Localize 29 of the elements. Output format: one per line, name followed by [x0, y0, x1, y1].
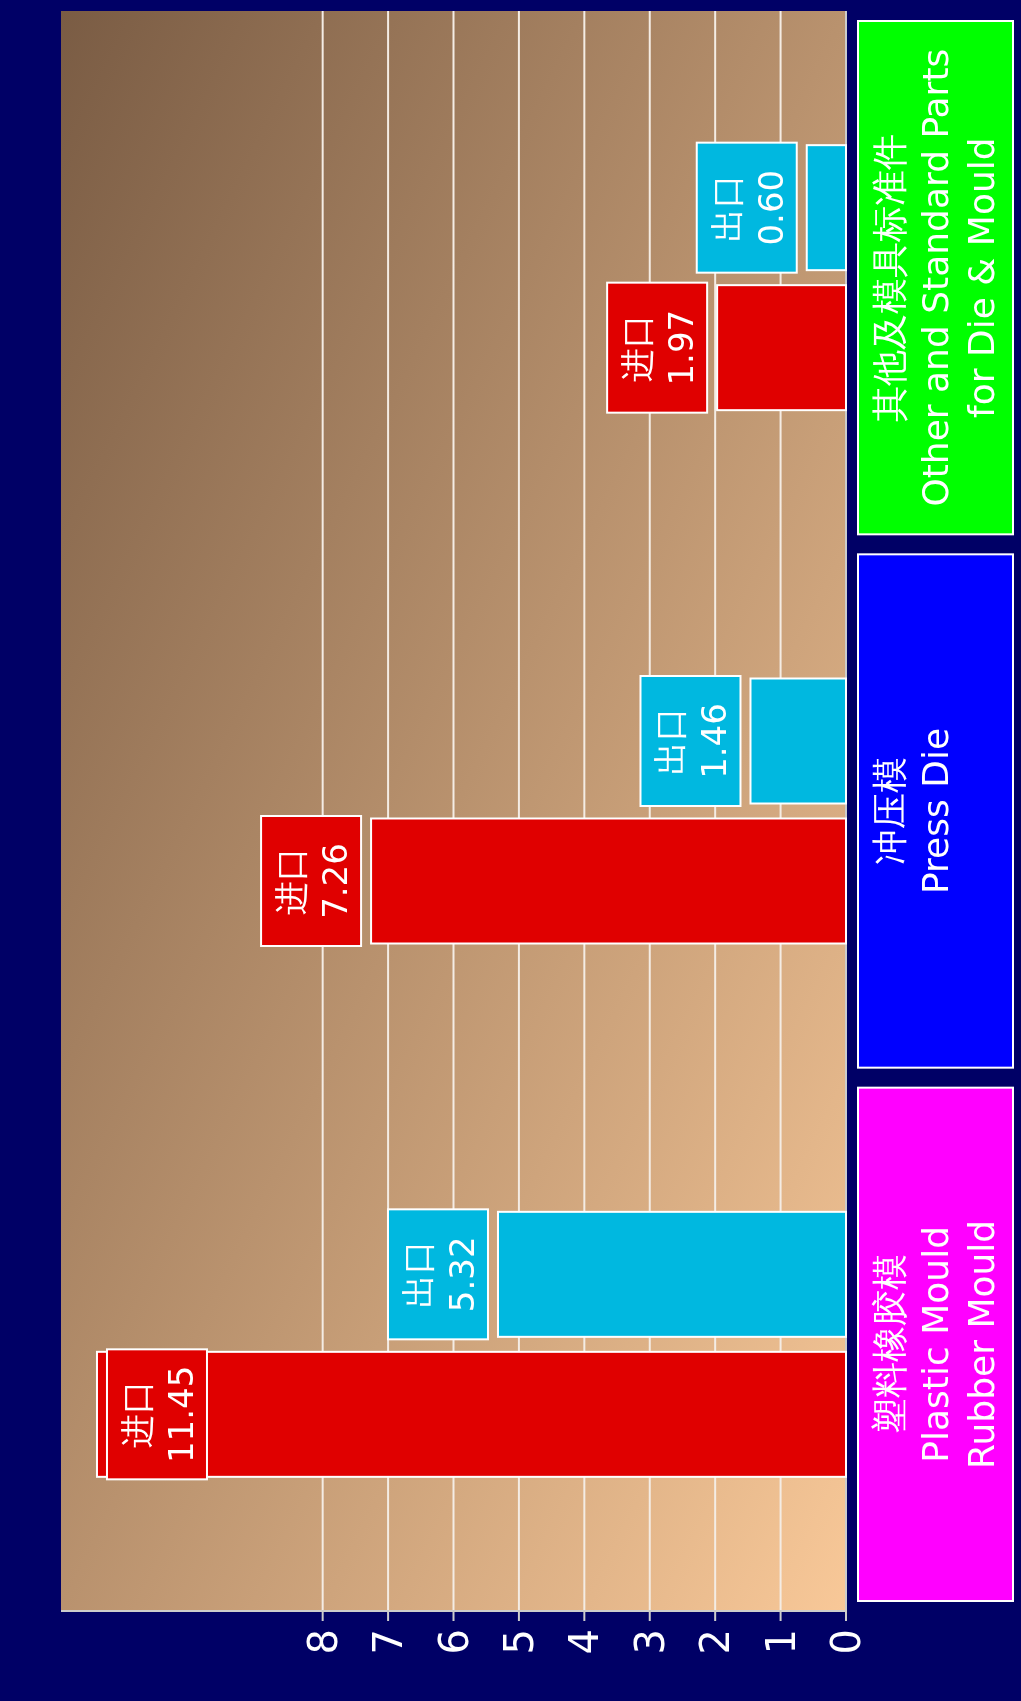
data-label: 1.46: [694, 703, 735, 779]
text: 出口: [650, 707, 691, 775]
data-label: 1.97: [661, 309, 702, 386]
x-tick-label: 2: [692, 1629, 739, 1655]
text: 出口: [706, 173, 747, 242]
bar: [749, 677, 847, 805]
data-label: 11.45: [160, 1365, 201, 1464]
y-tick-label: 塑料橡胶模 Plastic Mould Rubber Mould: [869, 1219, 1002, 1469]
x-tick-label: 6: [430, 1629, 477, 1655]
text: 进口: [617, 313, 658, 382]
text: 出口: [397, 1240, 438, 1309]
x-tick-label: 5: [495, 1629, 542, 1655]
data-label: 0.60: [750, 169, 791, 246]
y-tick-label: 冲压模 Press Die: [869, 727, 956, 895]
x-tick-label: 3: [626, 1629, 673, 1655]
x-tick-label: 7: [365, 1629, 412, 1655]
bar: [496, 1210, 847, 1338]
series-label: 进口: [116, 1380, 157, 1449]
bar: [370, 817, 847, 945]
x-tick-label: 0: [823, 1629, 869, 1655]
x-tick-label: 4: [561, 1629, 608, 1655]
bar: [805, 144, 847, 272]
data-label: 7.26: [315, 843, 356, 919]
data-label: 5.32: [441, 1236, 482, 1313]
y-tick-label: 其他及模具标准件 Other and Standard Parts for Die & Mould: [869, 48, 1002, 507]
bar: [716, 284, 847, 412]
x-tick-label: 8: [299, 1629, 346, 1655]
x-tick-label: 1: [757, 1629, 804, 1655]
text: 进口: [271, 847, 312, 915]
